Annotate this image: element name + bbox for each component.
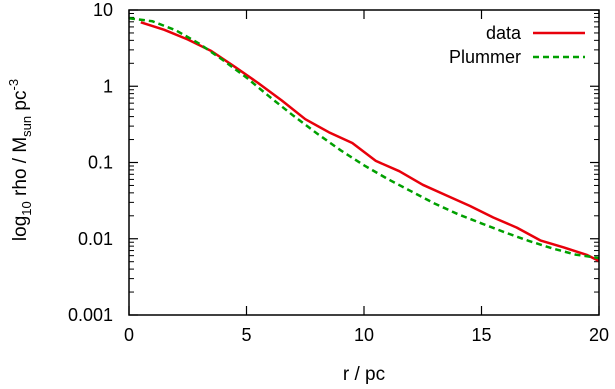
y-tick-label: 0.001	[68, 305, 113, 325]
series-line-data	[140, 21, 600, 263]
legend: data Plummer	[449, 23, 585, 67]
x-tick-label: 0	[124, 325, 134, 345]
y-axis-label-sup: -3	[6, 79, 21, 91]
x-tick-label: 15	[471, 325, 491, 345]
y-tick-label: 0.1	[88, 153, 113, 173]
y-axis-label-part2: rho / M	[10, 137, 31, 201]
legend-label-plummer: Plummer	[449, 47, 521, 67]
x-tick-label: 10	[354, 325, 374, 345]
x-tick-label: 20	[589, 325, 609, 345]
y-tick-label: 1	[103, 76, 113, 96]
y-axis-label: log10 rho / Msun pc-3	[6, 79, 34, 241]
y-axis-label-part1: log	[10, 216, 31, 241]
y-tick-label: 0.01	[78, 229, 113, 249]
y-axis-label-sub2: sun	[19, 116, 34, 137]
ticks-layer: 0 5 10 15 20 0.001 0.01 0.1 1 10	[68, 0, 609, 345]
plot-frame	[128, 9, 600, 316]
y-axis-label-part3: pc	[10, 91, 31, 116]
x-axis-label: r / pc	[343, 364, 385, 385]
series-line-plummer	[128, 16, 600, 260]
x-tick-label: 5	[241, 325, 251, 345]
legend-label-data: data	[486, 23, 522, 43]
series-layer	[128, 16, 600, 263]
y-tick-label: 10	[93, 0, 113, 20]
y-axis-label-sub1: 10	[19, 201, 34, 215]
